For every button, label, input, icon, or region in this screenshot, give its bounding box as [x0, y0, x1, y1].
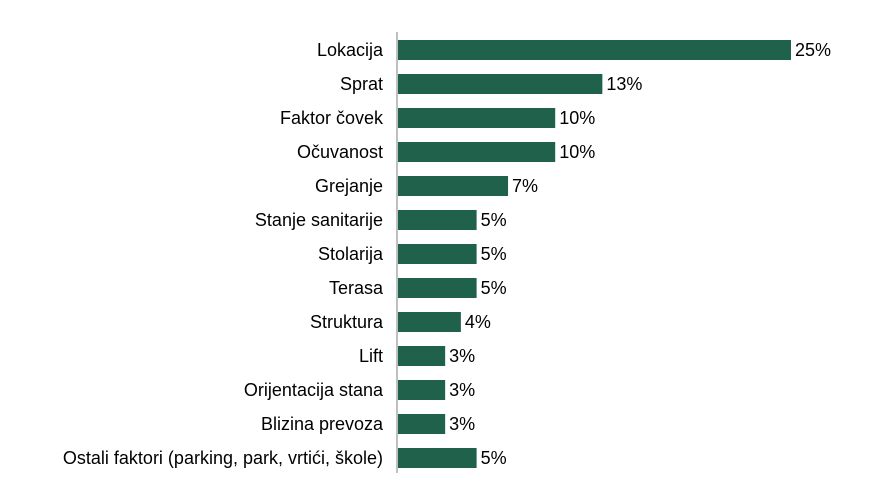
value-label: 10%: [559, 108, 595, 128]
category-label: Očuvanost: [297, 142, 383, 162]
value-label: 3%: [449, 346, 475, 366]
bar: [398, 40, 791, 60]
bar: [398, 142, 556, 162]
value-label: 13%: [606, 74, 642, 94]
value-label: 5%: [481, 244, 507, 264]
category-label: Blizina prevoza: [261, 414, 384, 434]
category-label: Lokacija: [317, 40, 384, 60]
bar: [398, 244, 477, 264]
bar: [398, 176, 509, 196]
category-labels-group: Lokacija Sprat Faktor čovek Očuvanost Grejan…: [63, 40, 384, 468]
bar: [398, 278, 477, 298]
value-labels-group: 25%13%10%10%7%5%5%5%4%3%3%3%5%: [449, 40, 831, 468]
bars-group: [398, 40, 791, 468]
category-label: Lift: [359, 346, 383, 366]
value-label: 5%: [481, 448, 507, 468]
category-label: Sprat: [340, 74, 383, 94]
bar: [398, 380, 446, 400]
value-label: 3%: [449, 414, 475, 434]
bar: [398, 414, 446, 434]
bar: [398, 108, 556, 128]
value-label: 5%: [481, 210, 507, 230]
category-label: Orijentacija stana: [244, 380, 384, 400]
value-label: 4%: [465, 312, 491, 332]
category-label: Terasa: [329, 278, 384, 298]
value-label: 5%: [481, 278, 507, 298]
value-label: 7%: [512, 176, 538, 196]
category-label: Stolarija: [318, 244, 384, 264]
bar: [398, 448, 477, 468]
category-label: Stanje sanitarije: [255, 210, 383, 230]
value-label: 25%: [795, 40, 831, 60]
category-label: Grejanje: [315, 176, 383, 196]
category-label: Struktura: [310, 312, 384, 332]
bar: [398, 346, 446, 366]
category-label: Faktor čovek: [280, 108, 384, 128]
value-label: 10%: [559, 142, 595, 162]
value-label: 3%: [449, 380, 475, 400]
bar: [398, 74, 603, 94]
bar: [398, 312, 461, 332]
bar: [398, 210, 477, 230]
category-label: Ostali faktori (parking, park, vrtići, š…: [63, 448, 383, 468]
